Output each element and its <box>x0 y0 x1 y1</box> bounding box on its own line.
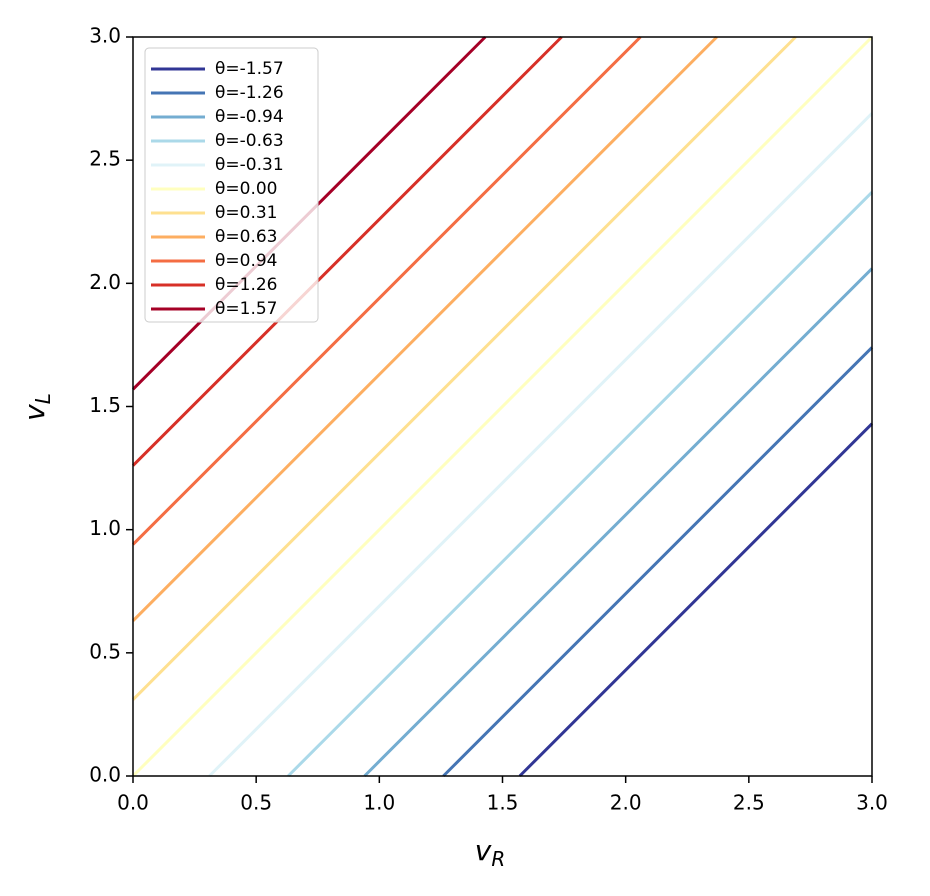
y-tick-label: 0.0 <box>89 763 121 787</box>
legend-label: θ=-0.63 <box>215 131 284 151</box>
legend-label: θ=1.26 <box>215 275 278 295</box>
series-line <box>131 35 642 546</box>
series-line <box>518 422 874 778</box>
x-tick-label: 1.5 <box>487 791 519 815</box>
x-tick-label: 2.5 <box>733 791 765 815</box>
y-tick-label: 0.5 <box>89 639 121 663</box>
y-tick-label: 2.5 <box>89 147 121 171</box>
x-tick-label: 1.0 <box>363 791 395 815</box>
x-label-sub: R <box>491 847 505 871</box>
legend-label: θ=1.57 <box>215 299 278 319</box>
x-tick-label: 2.0 <box>610 791 642 815</box>
x-tick-label: 0.0 <box>117 791 149 815</box>
y-axis-label: vL <box>18 393 55 421</box>
legend-label: θ=0.31 <box>215 203 278 223</box>
x-label-base: v <box>475 834 492 867</box>
series-line <box>131 35 563 467</box>
legend-label: θ=-0.94 <box>215 107 284 127</box>
y-tick-label: 2.0 <box>89 270 121 294</box>
legend-label: θ=-1.26 <box>215 83 284 103</box>
series-line <box>131 35 718 622</box>
x-axis-label: vR <box>475 834 505 871</box>
series-line <box>208 112 874 778</box>
legend-label: θ=0.94 <box>215 251 278 271</box>
series-line <box>131 35 874 778</box>
legend-label: θ=0.63 <box>215 227 278 247</box>
legend-label: θ=-1.57 <box>215 59 284 79</box>
series-line <box>131 35 797 701</box>
series-line <box>442 346 874 778</box>
legend-label: θ=-0.31 <box>215 155 284 175</box>
legend-label: θ=0.00 <box>215 179 278 199</box>
y-label-sub: L <box>31 393 55 404</box>
x-tick-label: 3.0 <box>856 791 888 815</box>
x-tick-label: 0.5 <box>240 791 272 815</box>
legend: θ=-1.57 θ=-1.26 θ=-0.94 θ=-0.63 θ=-0.31 θ=0.0… <box>144 47 319 323</box>
series-line <box>363 267 874 778</box>
y-tick-label: 1.5 <box>89 393 121 417</box>
series-line <box>287 191 874 778</box>
y-tick-label: 1.0 <box>89 516 121 540</box>
y-label-base: v <box>18 404 51 421</box>
y-tick-label: 3.0 <box>89 24 121 48</box>
